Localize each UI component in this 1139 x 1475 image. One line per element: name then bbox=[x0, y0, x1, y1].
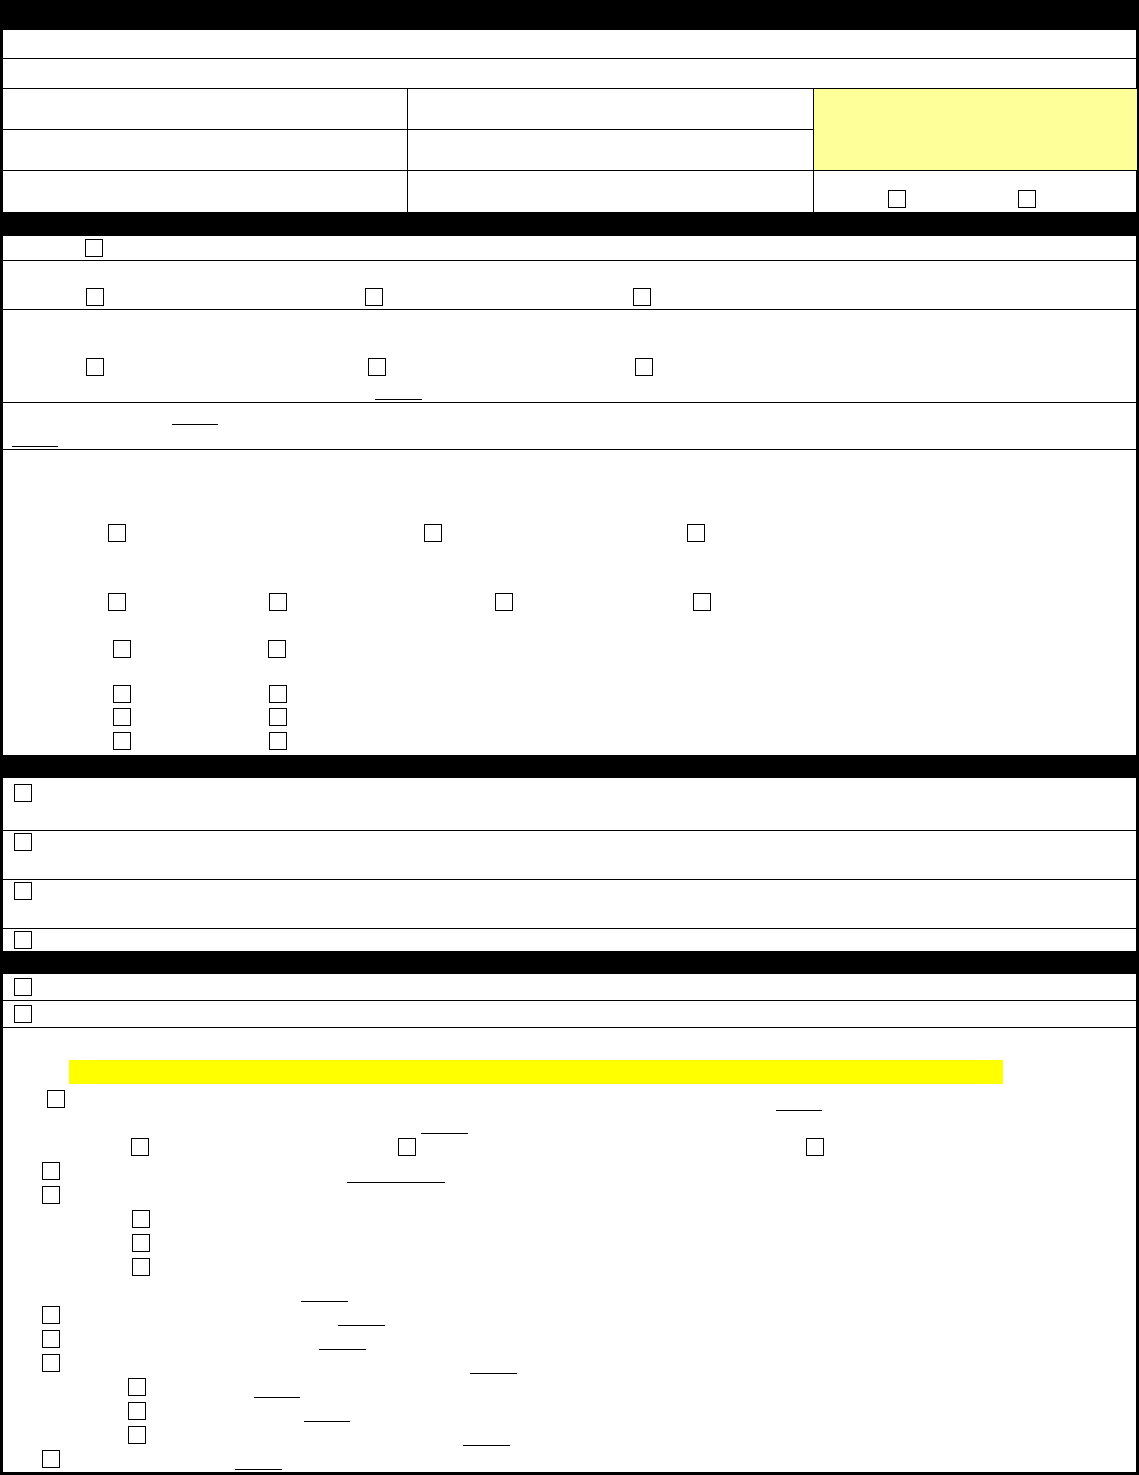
checkbox[interactable] bbox=[14, 1005, 32, 1023]
checkbox[interactable] bbox=[47, 1090, 65, 1108]
checkbox[interactable] bbox=[42, 1330, 60, 1348]
underline bbox=[12, 446, 58, 447]
underline bbox=[301, 1301, 348, 1302]
checkbox[interactable] bbox=[888, 190, 906, 208]
underline bbox=[347, 1182, 445, 1183]
underline bbox=[375, 399, 422, 400]
underline bbox=[776, 1110, 822, 1111]
checkbox[interactable] bbox=[633, 288, 651, 306]
checkbox[interactable] bbox=[42, 1354, 60, 1372]
row-divider bbox=[0, 449, 1139, 450]
underline bbox=[338, 1325, 385, 1326]
checkbox[interactable] bbox=[113, 640, 131, 658]
checkbox[interactable] bbox=[42, 1450, 60, 1468]
checkbox[interactable] bbox=[14, 882, 32, 900]
column-divider bbox=[407, 88, 408, 212]
checkbox[interactable] bbox=[128, 1402, 146, 1420]
row-divider bbox=[0, 129, 813, 130]
section-header bbox=[0, 212, 1139, 235]
row-divider bbox=[0, 973, 1139, 974]
checkbox[interactable] bbox=[635, 358, 653, 376]
row-divider bbox=[0, 309, 1139, 310]
checkbox[interactable] bbox=[42, 1162, 60, 1180]
checkbox[interactable] bbox=[85, 239, 103, 257]
checkbox[interactable] bbox=[113, 732, 131, 750]
underline bbox=[172, 424, 218, 425]
row-divider bbox=[0, 777, 1139, 778]
checkbox[interactable] bbox=[14, 833, 32, 851]
checkbox[interactable] bbox=[368, 358, 386, 376]
highlight-cell bbox=[813, 88, 1137, 170]
checkbox[interactable] bbox=[128, 1426, 146, 1444]
row-divider bbox=[0, 235, 1139, 236]
checkbox[interactable] bbox=[269, 685, 287, 703]
row-divider bbox=[0, 260, 1139, 261]
highlight-banner bbox=[69, 1060, 1003, 1084]
section-header bbox=[0, 755, 1139, 777]
underline bbox=[421, 1133, 468, 1134]
underline bbox=[463, 1445, 510, 1446]
underline bbox=[319, 1349, 366, 1350]
checkbox[interactable] bbox=[14, 931, 32, 949]
row-divider bbox=[0, 928, 1139, 929]
row-divider bbox=[0, 58, 1139, 59]
checkbox[interactable] bbox=[687, 524, 705, 542]
checkbox[interactable] bbox=[268, 640, 286, 658]
checkbox[interactable] bbox=[128, 1378, 146, 1396]
checkbox[interactable] bbox=[42, 1306, 60, 1324]
checkbox[interactable] bbox=[365, 288, 383, 306]
checkbox[interactable] bbox=[269, 593, 287, 611]
checkbox[interactable] bbox=[269, 708, 287, 726]
checkbox[interactable] bbox=[14, 978, 32, 996]
underline bbox=[235, 1469, 282, 1470]
row-divider bbox=[0, 88, 1139, 89]
checkbox[interactable] bbox=[131, 1138, 149, 1156]
column-divider bbox=[813, 88, 814, 212]
checkbox[interactable] bbox=[42, 1186, 60, 1204]
row-divider bbox=[0, 830, 1139, 831]
checkbox[interactable] bbox=[132, 1258, 150, 1276]
checkbox[interactable] bbox=[108, 524, 126, 542]
checkbox[interactable] bbox=[398, 1138, 416, 1156]
underline bbox=[254, 1397, 300, 1398]
underline bbox=[470, 1373, 517, 1374]
row-divider bbox=[0, 170, 1139, 171]
row-divider bbox=[0, 1000, 1139, 1001]
row-divider bbox=[0, 879, 1139, 880]
checkbox[interactable] bbox=[108, 593, 126, 611]
checkbox[interactable] bbox=[132, 1210, 150, 1228]
row-divider bbox=[0, 402, 1139, 403]
section-header bbox=[0, 951, 1139, 973]
checkbox[interactable] bbox=[113, 708, 131, 726]
checkbox[interactable] bbox=[113, 685, 131, 703]
checkbox[interactable] bbox=[86, 288, 104, 306]
checkbox[interactable] bbox=[269, 732, 287, 750]
checkbox[interactable] bbox=[14, 784, 32, 802]
checkbox[interactable] bbox=[1018, 190, 1036, 208]
checkbox[interactable] bbox=[132, 1234, 150, 1252]
section-header bbox=[0, 0, 1139, 30]
checkbox[interactable] bbox=[495, 593, 513, 611]
checkbox[interactable] bbox=[693, 593, 711, 611]
underline bbox=[304, 1421, 350, 1422]
checkbox[interactable] bbox=[424, 524, 442, 542]
checkbox[interactable] bbox=[86, 358, 104, 376]
checkbox[interactable] bbox=[806, 1138, 824, 1156]
row-divider bbox=[0, 1027, 1139, 1028]
